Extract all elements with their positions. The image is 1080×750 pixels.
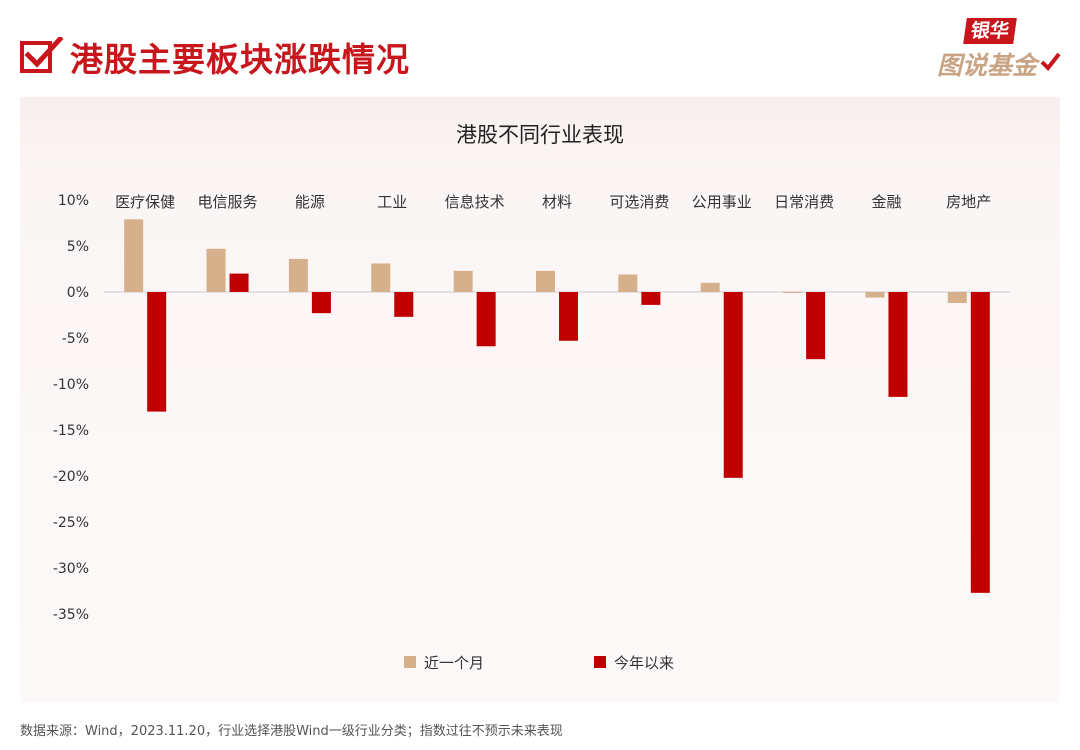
brand-logo-bottom-text: 图说基金 bbox=[937, 51, 1038, 80]
bar-month bbox=[206, 248, 226, 292]
category-label: 可选消费 bbox=[609, 193, 669, 211]
legend: 近一个月 今年以来 bbox=[404, 654, 674, 672]
y-tick-label: 5% bbox=[67, 239, 89, 255]
header: 港股主要板块涨跌情况 银华 图说基金 bbox=[0, 0, 1080, 96]
bar-ytd bbox=[970, 292, 990, 593]
category-label: 材料 bbox=[542, 193, 572, 211]
bar-month bbox=[536, 270, 555, 292]
source-note: 数据来源：Wind，2023.11.20，行业选择港股Wind一级行业分类；指数… bbox=[20, 724, 563, 739]
category-label: 医疗保健 bbox=[115, 193, 175, 211]
y-tick-label: -15% bbox=[53, 423, 89, 439]
bar-month bbox=[947, 292, 967, 304]
bar-month bbox=[124, 219, 144, 292]
y-tick-label: 10% bbox=[58, 193, 89, 209]
category-label: 信息技术 bbox=[445, 193, 505, 211]
y-tick-label: -35% bbox=[53, 607, 89, 623]
page-title: 港股主要板块涨跌情况 bbox=[70, 40, 410, 79]
category-label: 电信服务 bbox=[198, 193, 258, 211]
brand-check-icon bbox=[1040, 52, 1061, 72]
bar-month bbox=[865, 292, 885, 298]
y-tick-label: -10% bbox=[53, 377, 89, 393]
axis-layer: 10% 5% 0% -5% -10% -15% -20% -25% -30% -35% bbox=[53, 193, 1010, 623]
bar-month bbox=[700, 282, 720, 292]
y-tick-label: -20% bbox=[53, 469, 89, 485]
category-label: 工业 bbox=[377, 193, 407, 211]
category-label: 日常消费 bbox=[774, 193, 834, 211]
y-tick-label: -30% bbox=[53, 561, 89, 577]
brand-logo-top-text: 银华 bbox=[963, 18, 1017, 44]
bar-ytd bbox=[888, 292, 908, 397]
brand-logo: 银华 图说基金 bbox=[935, 14, 1065, 80]
bar-ytd bbox=[311, 292, 331, 314]
category-label: 房地产 bbox=[946, 193, 991, 211]
category-label: 能源 bbox=[295, 193, 325, 211]
y-tick-label: -5% bbox=[62, 331, 89, 347]
legend-label: 近一个月 bbox=[424, 654, 484, 672]
bar-month bbox=[288, 258, 308, 292]
bar-month bbox=[783, 292, 803, 293]
checkbox-check-icon bbox=[20, 37, 64, 73]
bars-layer bbox=[124, 219, 990, 593]
bar-month bbox=[618, 274, 638, 292]
chart-panel: 港股不同行业表现 10% 5% 0% -5% -10% -15% -20% -25% -30% -… bbox=[20, 97, 1060, 703]
bar-ytd bbox=[559, 292, 578, 341]
legend-swatch bbox=[404, 656, 416, 668]
chart-title: 港股不同行业表现 bbox=[456, 123, 624, 147]
y-tick-label: -25% bbox=[53, 515, 89, 531]
category-label: 金融 bbox=[871, 193, 901, 211]
bar-ytd bbox=[476, 292, 496, 347]
bar-ytd bbox=[806, 292, 826, 360]
bar-ytd bbox=[723, 292, 743, 478]
legend-swatch bbox=[594, 656, 606, 668]
bar-month bbox=[453, 270, 473, 292]
bar-ytd bbox=[229, 273, 249, 292]
bar-ytd bbox=[394, 292, 414, 317]
category-label: 公用事业 bbox=[692, 193, 752, 211]
bar-chart: 港股不同行业表现 10% 5% 0% -5% -10% -15% -20% -25% -30% -… bbox=[53, 123, 1010, 672]
bar-ytd bbox=[641, 292, 661, 305]
bar-month bbox=[371, 263, 391, 292]
y-tick-label: 0% bbox=[67, 285, 89, 301]
bar-ytd bbox=[147, 292, 167, 412]
category-labels: 医疗保健 电信服务 能源 工业 信息技术 材料 可选消费 公用事业 日常消费 金融 房地产 bbox=[115, 193, 991, 211]
legend-label: 今年以来 bbox=[614, 654, 674, 672]
